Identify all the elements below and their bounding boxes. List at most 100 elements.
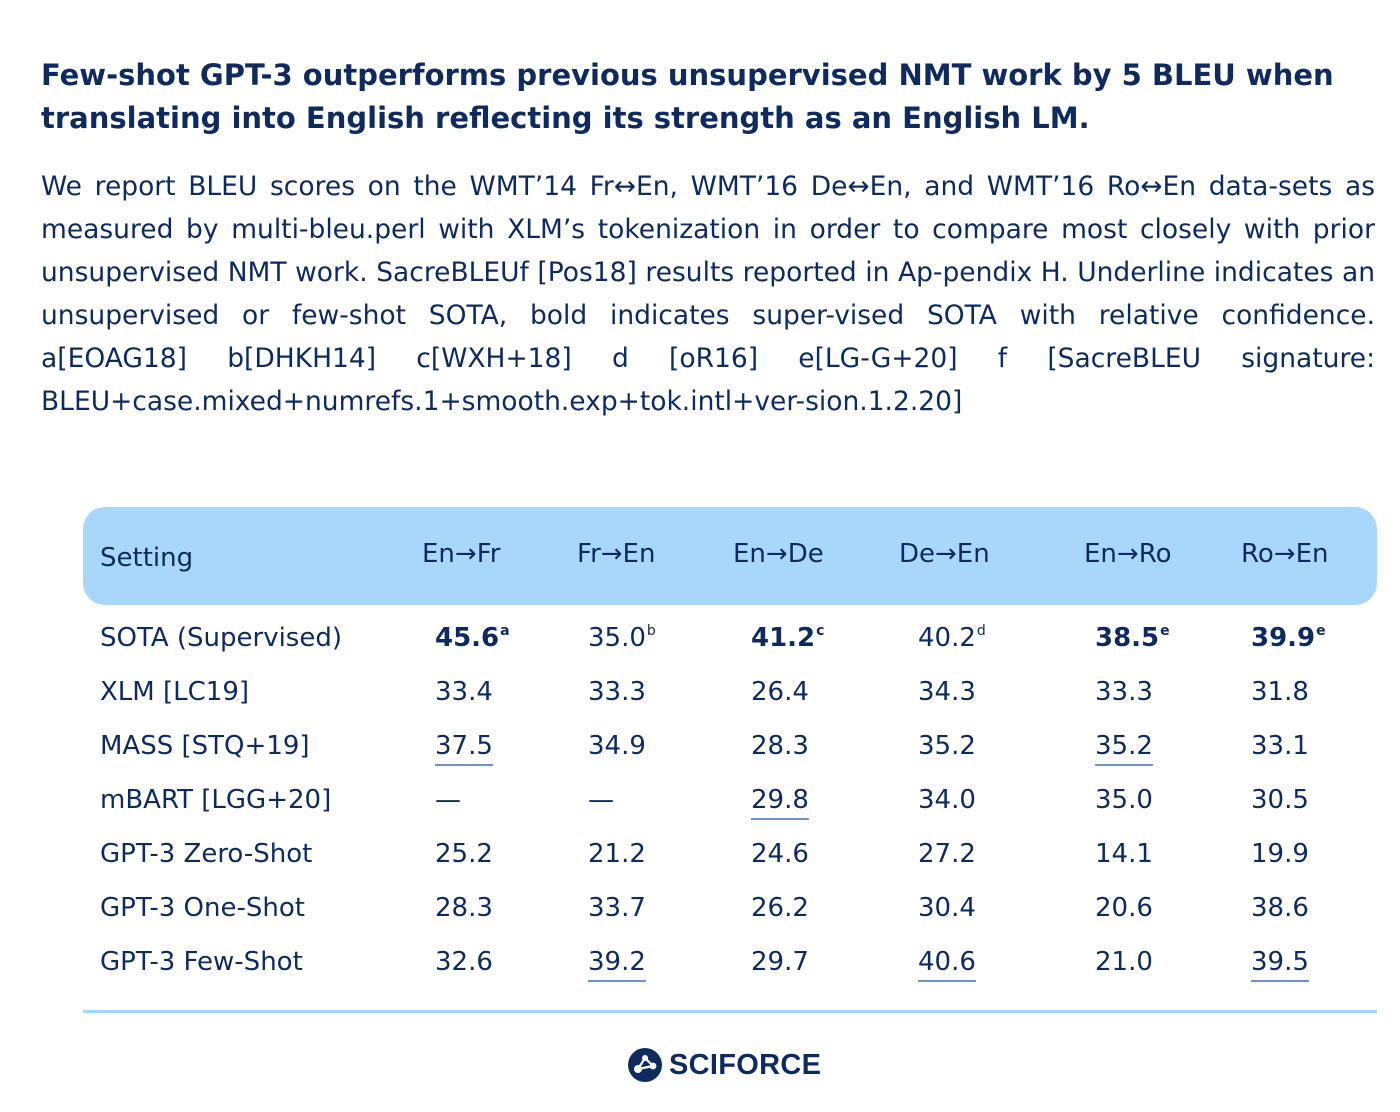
citation-superscript: c	[816, 623, 825, 639]
score-value: 21.0	[1095, 947, 1153, 977]
score-value: 35.0	[1095, 785, 1153, 815]
score-value: 19.9	[1251, 839, 1309, 869]
score-value: —	[435, 785, 461, 815]
score-value: 33.4	[435, 677, 493, 707]
score-cell: 28.3	[435, 891, 493, 925]
score-cell: 32.6	[435, 945, 493, 979]
score-value: 35.0	[588, 623, 646, 653]
score-value: 40.2	[918, 623, 976, 653]
score-cell: 35.2	[918, 729, 976, 763]
table-header-row: Setting En→Fr Fr→En En→De De→En En→Ro Ro…	[83, 507, 1377, 605]
setting-label: GPT-3 One-Shot	[100, 893, 305, 923]
score-cell: 30.4	[918, 891, 976, 925]
score-cell: 19.9	[1251, 837, 1309, 871]
setting-label: GPT-3 Few-Shot	[100, 947, 303, 977]
score-value: 38.6	[1251, 893, 1309, 923]
score-value: 32.6	[435, 947, 493, 977]
score-cell: 25.2	[435, 837, 493, 871]
score-cell: 21.0	[1095, 945, 1153, 979]
score-cell: 30.5	[1251, 783, 1309, 817]
citation-superscript: d	[976, 623, 986, 639]
score-cell: 20.6	[1095, 891, 1153, 925]
score-value: 34.3	[918, 677, 976, 707]
score-cell: 35.0	[1095, 783, 1153, 817]
molecule-logo-icon	[628, 1048, 662, 1082]
score-value: 33.3	[1095, 677, 1153, 707]
score-value: 35.2	[918, 731, 976, 761]
score-value: 38.5	[1095, 623, 1160, 653]
header-en-ro: En→Ro	[1084, 539, 1172, 569]
score-value: 39.9	[1251, 623, 1316, 653]
score-cell: 29.8	[751, 783, 809, 820]
setting-label: MASS [STQ+19]	[100, 731, 310, 761]
table-bottom-rule	[83, 1010, 1377, 1013]
score-value: 40.6	[918, 947, 976, 977]
header-fr-en: Fr→En	[577, 539, 656, 569]
score-value: 39.2	[588, 947, 646, 977]
score-value: 31.8	[1251, 677, 1309, 707]
score-value: 26.4	[751, 677, 809, 707]
score-cell: 26.2	[751, 891, 809, 925]
score-value: 29.7	[751, 947, 809, 977]
score-value: 28.3	[435, 893, 493, 923]
score-cell: 34.9	[588, 729, 646, 763]
setting-label: XLM [LC19]	[100, 677, 250, 707]
score-cell: 34.3	[918, 675, 976, 709]
header-en-fr: En→Fr	[422, 539, 501, 569]
setting-label: SOTA (Supervised)	[100, 623, 342, 653]
score-value: 33.3	[588, 677, 646, 707]
score-value: 20.6	[1095, 893, 1153, 923]
score-cell: 33.7	[588, 891, 646, 925]
score-cell: 33.3	[1095, 675, 1153, 709]
score-cell: 26.4	[751, 675, 809, 709]
score-value: 24.6	[751, 839, 809, 869]
score-cell: 28.3	[751, 729, 809, 763]
setting-label: GPT-3 Zero-Shot	[100, 839, 313, 869]
score-value: 30.5	[1251, 785, 1309, 815]
score-cell: —	[588, 783, 614, 817]
score-cell: 37.5	[435, 729, 493, 766]
citation-superscript: e	[1316, 623, 1326, 639]
score-value: 30.4	[918, 893, 976, 923]
score-value: 41.2	[751, 623, 816, 653]
brand-name: SCIFORCE	[669, 1048, 822, 1081]
score-cell: 41.2c	[751, 621, 824, 655]
score-value: 25.2	[435, 839, 493, 869]
score-cell: 39.9e	[1251, 621, 1326, 655]
score-value: 33.1	[1251, 731, 1309, 761]
score-cell: 34.0	[918, 783, 976, 817]
headline: Few-shot GPT-3 outperforms previous unsu…	[41, 58, 1334, 135]
score-value: 37.5	[435, 731, 493, 761]
score-value: 29.8	[751, 785, 809, 815]
score-value: 28.3	[751, 731, 809, 761]
score-cell: 29.7	[751, 945, 809, 979]
score-value: —	[588, 785, 614, 815]
score-cell: 39.2	[588, 945, 646, 982]
score-cell: 31.8	[1251, 675, 1309, 709]
citation-superscript: a	[500, 623, 510, 639]
header-en-de: En→De	[733, 539, 824, 569]
score-cell: 39.5	[1251, 945, 1309, 982]
description-paragraph: We report BLEU scores on the WMT’14 Fr↔E…	[41, 171, 1375, 417]
score-value: 26.2	[751, 893, 809, 923]
score-cell: 35.0b	[588, 621, 656, 655]
score-cell: 38.6	[1251, 891, 1309, 925]
score-value: 21.2	[588, 839, 646, 869]
score-value: 34.9	[588, 731, 646, 761]
score-cell: 40.2d	[918, 621, 986, 655]
header-setting: Setting	[100, 543, 194, 573]
score-cell: 27.2	[918, 837, 976, 871]
score-cell: —	[435, 783, 461, 817]
citation-superscript: e	[1160, 623, 1170, 639]
score-cell: 45.6a	[435, 621, 510, 655]
score-cell: 21.2	[588, 837, 646, 871]
score-value: 14.1	[1095, 839, 1153, 869]
score-cell: 33.1	[1251, 729, 1309, 763]
score-value: 45.6	[435, 623, 500, 653]
results-table: Setting En→Fr Fr→En En→De De→En En→Ro Ro…	[83, 507, 1377, 1013]
score-cell: 33.4	[435, 675, 493, 709]
score-cell: 38.5e	[1095, 621, 1170, 655]
score-cell: 24.6	[751, 837, 809, 871]
score-value: 34.0	[918, 785, 976, 815]
score-value: 27.2	[918, 839, 976, 869]
